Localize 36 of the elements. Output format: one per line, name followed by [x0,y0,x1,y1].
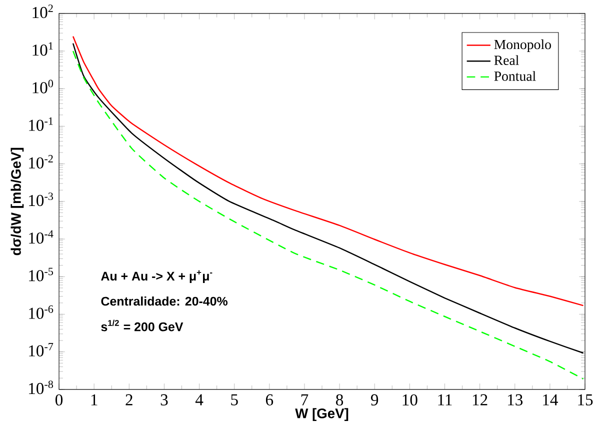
annotation: s$^{1/2}$ = 200 GeV [101,320,184,332]
x-tick-label: 6 [266,394,274,406]
annotation: Centralidade: 20-40% [101,296,228,306]
x-tick-label: 14 [543,394,558,406]
x-tick-label: 4 [195,394,204,406]
x-tick-label: 3 [160,394,168,406]
legend-label: Pontual [494,70,536,81]
x-tick-label: 10 [402,394,418,406]
legend-label: Real [494,55,519,65]
y-axis-title: dσ/dW [mb/GeV] [10,148,24,255]
x-tick-label: 5 [231,394,238,406]
y-tick-label: 10$^{-4}$ [29,230,54,244]
y-tick-label: 10$^{-5}$ [29,268,54,282]
x-tick-label: 15 [578,394,593,406]
legend-label: Monopolo [494,39,551,52]
y-tick-label: 10$^{0}$ [32,80,54,94]
line-series [72,36,584,306]
y-tick-label: 10$^{-7}$ [29,342,54,356]
annotation: Au + Au -> X + μ$^{+}$μ$^{-}$ [101,270,212,283]
y-tick-label: 10$^{2}$ [32,4,53,18]
x-tick-label: 8 [336,394,344,406]
x-tick-label: 0 [55,394,63,406]
x-tick-label: 1 [91,394,98,406]
y-tick-label: 10$^{-6}$ [29,305,54,319]
x-tick-label: 7 [301,394,308,405]
y-tick-label: 10$^{-8}$ [29,380,54,394]
y-tick-label: 10$^{1}$ [32,42,53,56]
x-tick-label: 9 [371,394,378,406]
x-tick-label: 12 [472,394,488,406]
y-tick-label: 10$^{-3}$ [29,192,54,206]
y-tick-label: 10$^{-1}$ [29,117,53,131]
x-axis-title: W [GeV] [295,408,348,421]
x-tick-label: 11 [438,394,452,406]
x-tick-label: 2 [126,394,132,406]
x-tick-label: 13 [508,394,523,406]
y-tick-label: 10$^{-2}$ [29,154,53,168]
